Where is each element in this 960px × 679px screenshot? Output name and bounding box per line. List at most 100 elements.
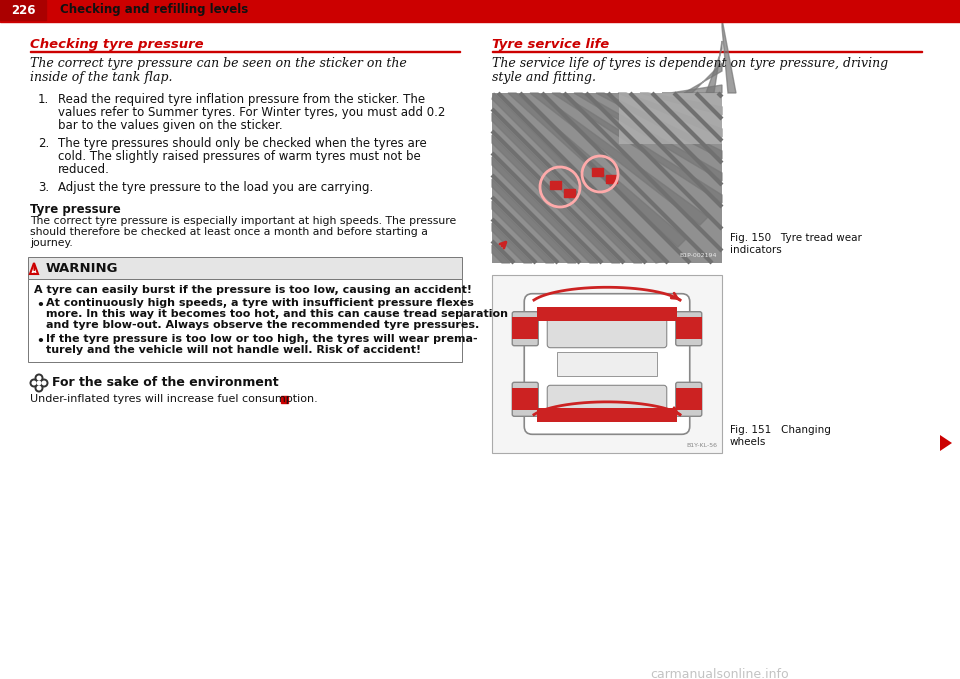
Text: •: • [36, 335, 44, 348]
Text: Adjust the tyre pressure to the load you are carrying.: Adjust the tyre pressure to the load you… [58, 181, 373, 194]
Polygon shape [492, 223, 532, 263]
Bar [618, 93, 722, 144]
FancyBboxPatch shape [547, 314, 667, 348]
Bar [513, 316, 539, 339]
Polygon shape [596, 93, 722, 159]
Text: The tyre pressures should only be checked when the tyres are: The tyre pressures should only be checke… [58, 137, 427, 150]
Bar [30, 51, 460, 52]
Bar [564, 189, 575, 197]
Text: bar to the values given on the sticker.: bar to the values given on the sticker. [58, 119, 282, 132]
Bar [28, 279, 462, 362]
Circle shape [30, 378, 38, 388]
Bar [28, 257, 462, 279]
Text: A tyre can easily burst if the pressure is too low, causing an accident!: A tyre can easily burst if the pressure … [34, 285, 472, 295]
Circle shape [35, 373, 43, 382]
FancyBboxPatch shape [676, 312, 702, 346]
Polygon shape [706, 41, 722, 93]
Bar [592, 168, 603, 176]
Polygon shape [492, 157, 598, 263]
Text: For the sake of the environment: For the sake of the environment [52, 376, 278, 390]
Text: inside of the tank flap.: inside of the tank flap. [30, 71, 173, 84]
Text: 2.: 2. [38, 137, 49, 150]
Text: journey.: journey. [30, 238, 73, 248]
Circle shape [36, 386, 41, 390]
Bar [0, 0, 46, 20]
Polygon shape [492, 135, 620, 263]
Bar [538, 408, 677, 422]
Polygon shape [492, 93, 664, 263]
FancyBboxPatch shape [524, 294, 689, 435]
Bar [492, 93, 722, 263]
Text: If the tyre pressure is too low or too high, the tyres will wear prema-: If the tyre pressure is too low or too h… [46, 334, 478, 344]
Polygon shape [552, 93, 722, 203]
Circle shape [32, 380, 36, 386]
Text: and tyre blow-out. Always observe the recommended tyre pressures.: and tyre blow-out. Always observe the re… [46, 320, 479, 330]
Polygon shape [684, 63, 722, 93]
Text: values refer to Summer tyres. For Winter tyres, you must add 0.2: values refer to Summer tyres. For Winter… [58, 106, 445, 119]
Polygon shape [618, 93, 722, 137]
Text: Checking tyre pressure: Checking tyre pressure [30, 38, 204, 51]
Text: Read the required tyre inflation pressure from the sticker. The: Read the required tyre inflation pressur… [58, 93, 425, 106]
Text: 226: 226 [11, 3, 36, 16]
Text: WARNING: WARNING [46, 261, 118, 274]
Polygon shape [640, 93, 722, 115]
Bar [0, 20, 960, 22]
Text: The correct tyre pressure is especially important at high speeds. The pressure: The correct tyre pressure is especially … [30, 216, 456, 226]
Text: turely and the vehicle will not handle well. Risk of accident!: turely and the vehicle will not handle w… [46, 345, 421, 355]
Text: B1Y-KL-56: B1Y-KL-56 [686, 443, 717, 448]
FancyBboxPatch shape [513, 312, 539, 346]
Bar [513, 388, 539, 410]
Text: more. In this way it becomes too hot, and this can cause tread separation: more. In this way it becomes too hot, an… [46, 309, 508, 319]
Text: Checking and refilling levels: Checking and refilling levels [60, 3, 249, 16]
Polygon shape [940, 435, 952, 451]
Polygon shape [574, 93, 722, 181]
Bar [557, 352, 657, 376]
Text: At continuously high speeds, a tyre with insufficient pressure flexes: At continuously high speeds, a tyre with… [46, 298, 474, 308]
Bar [676, 316, 702, 339]
Text: Tyre pressure: Tyre pressure [30, 203, 121, 216]
Bar [538, 307, 677, 320]
Text: wheels: wheels [730, 437, 766, 447]
Text: The service life of tyres is dependent on tyre pressure, driving: The service life of tyres is dependent o… [492, 57, 888, 70]
Bar [550, 181, 561, 189]
Text: The correct tyre pressure can be seen on the sticker on the: The correct tyre pressure can be seen on… [30, 57, 407, 70]
Circle shape [39, 378, 49, 388]
Text: Fig. 151   Changing: Fig. 151 Changing [730, 425, 830, 435]
Text: 3.: 3. [38, 181, 49, 194]
Text: carmanualsonline.info: carmanualsonline.info [651, 668, 789, 679]
Text: 1.: 1. [38, 93, 49, 106]
Text: Tyre service life: Tyre service life [492, 38, 610, 51]
Text: cold. The slightly raised pressures of warm tyres must not be: cold. The slightly raised pressures of w… [58, 150, 420, 163]
Polygon shape [722, 19, 736, 93]
Text: B1P-002194: B1P-002194 [680, 253, 717, 258]
Circle shape [34, 378, 44, 388]
Text: !: ! [32, 265, 36, 276]
Bar [492, 275, 722, 453]
Polygon shape [492, 201, 554, 263]
Circle shape [35, 384, 43, 392]
Bar [492, 51, 922, 52]
Circle shape [36, 375, 41, 380]
Text: •: • [36, 299, 44, 312]
FancyBboxPatch shape [513, 382, 539, 416]
Bar [606, 175, 617, 183]
Text: should therefore be checked at least once a month and before starting a: should therefore be checked at least onc… [30, 227, 428, 237]
Circle shape [36, 380, 41, 386]
Polygon shape [662, 85, 722, 93]
Text: Under-inflated tyres will increase fuel consumption.: Under-inflated tyres will increase fuel … [30, 394, 318, 404]
Polygon shape [30, 263, 38, 274]
Bar [0, 0, 960, 20]
Polygon shape [530, 93, 708, 225]
Polygon shape [492, 245, 510, 263]
Text: reduced.: reduced. [58, 163, 109, 176]
FancyBboxPatch shape [676, 382, 702, 416]
Circle shape [41, 380, 46, 386]
Text: Fig. 150   Tyre tread wear: Fig. 150 Tyre tread wear [730, 233, 862, 243]
Bar [676, 388, 702, 410]
Bar [281, 396, 288, 403]
Text: indicators: indicators [730, 245, 781, 255]
Polygon shape [492, 179, 576, 263]
Polygon shape [492, 113, 642, 263]
Polygon shape [508, 93, 686, 247]
Text: style and fitting.: style and fitting. [492, 71, 596, 84]
